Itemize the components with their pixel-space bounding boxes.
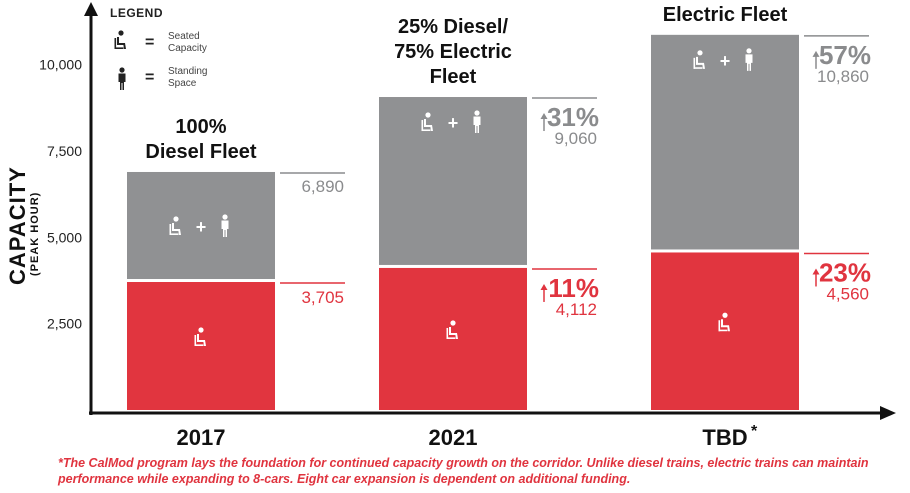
increase-arrow-icon	[540, 283, 548, 290]
seated-person-icon	[114, 30, 126, 49]
y-tick-label: 5,000	[47, 229, 82, 245]
bar-seated	[651, 252, 799, 410]
legend-standing-label-2: Space	[168, 78, 197, 89]
bar-title-line: Fleet	[430, 66, 477, 88]
total-increase-label: 57%	[819, 40, 871, 70]
category-footnote-mark: *	[751, 423, 758, 440]
annotations: 6,890 3,705 31%9,060 11%4,112 57%10,860 23%4,…	[280, 35, 871, 319]
legend-seated-label-2: Capacity	[168, 43, 207, 54]
seated-value-label: 4,112	[556, 300, 597, 319]
bar-title-line: 25% Diesel/	[398, 16, 509, 38]
y-axis-arrow-icon	[84, 2, 98, 16]
seated-increase-label: 11%	[548, 273, 599, 303]
y-tick-label: 7,500	[47, 143, 82, 159]
total-value-label: 9,060	[554, 129, 597, 148]
total-increase-label: 31%	[547, 102, 599, 132]
seated-value-label: 4,560	[826, 284, 869, 303]
y-tick-label: 10,000	[39, 57, 82, 73]
plus-sign: +	[196, 217, 207, 237]
bar-standing	[651, 34, 799, 250]
seated-value-label: 3,705	[301, 288, 344, 307]
legend-title: LEGEND	[110, 6, 163, 20]
bar-title-line: 100% 8-Car	[671, 0, 779, 1]
legend: LEGEND = Seated Capacity = Standing Spac…	[110, 6, 207, 90]
plus-sign: +	[448, 113, 459, 133]
bars: +100% Diesel Fleet +25% Diesel/75% Electri…	[127, 0, 799, 410]
bar-standing	[127, 171, 275, 280]
x-axis-arrow-icon	[880, 406, 896, 420]
legend-standing-label-1: Standing	[168, 66, 207, 77]
y-ticks: 2,500 5,000 7,500 10,000	[39, 57, 82, 332]
y-axis-title: CAPACITY	[5, 166, 30, 285]
legend-seated-label-1: Seated	[168, 31, 200, 42]
total-value-label: 6,890	[301, 177, 344, 196]
plus-sign: +	[720, 51, 731, 71]
increase-arrow-icon	[540, 113, 548, 120]
category-label: 2021	[429, 425, 478, 450]
seated-increase-label: 23%	[819, 257, 871, 287]
bar-seated	[379, 267, 527, 410]
category-labels: 2017 2021 TBD *	[177, 423, 758, 450]
footnote: *The CalMod program lays the foundation …	[58, 456, 869, 486]
y-axis-subtitle: (PEAK HOUR)	[29, 192, 41, 276]
bar-title-line: 75% Electric	[394, 41, 512, 63]
total-value-label: 10,860	[817, 67, 869, 86]
legend-equals-standing: =	[145, 69, 154, 86]
increase-arrow-icon	[812, 268, 820, 275]
bar-title-line: Diesel Fleet	[145, 141, 257, 163]
legend-equals-seated: =	[145, 34, 154, 51]
y-axis-label: CAPACITY (PEAK HOUR)	[5, 166, 41, 285]
bar-seated	[127, 282, 275, 410]
bar-title-line: Electric Fleet	[663, 4, 788, 26]
bar-title-line: 100%	[175, 116, 226, 138]
category-label: TBD	[702, 425, 747, 450]
axes	[84, 2, 896, 420]
category-label: 2017	[177, 425, 226, 450]
bar-standing	[379, 97, 527, 265]
y-tick-label: 2,500	[47, 316, 82, 332]
standing-person-icon	[118, 67, 126, 90]
increase-arrow-icon	[812, 50, 820, 57]
